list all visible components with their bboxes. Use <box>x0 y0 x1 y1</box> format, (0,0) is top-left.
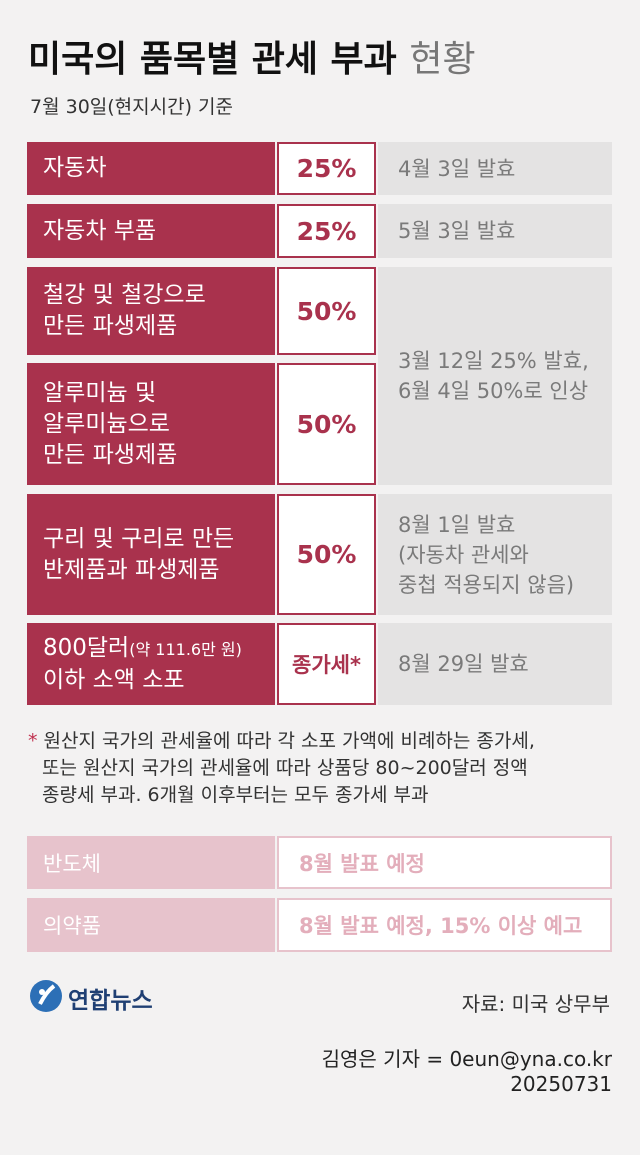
item-detail: (약 111.6만 원) <box>129 639 242 659</box>
note-line: 3월 12일 25% 발효, <box>398 349 589 373</box>
note-cell: 8월 29일 발효 <box>378 623 612 705</box>
logo-text: 연합뉴스 <box>68 988 153 1014</box>
item-line: 알루미늄으로 <box>43 410 170 437</box>
note-line: 6월 4일 50%로 인상 <box>398 379 589 403</box>
item-line: 자동차 <box>43 155 107 181</box>
rate-cell: 종가세* <box>277 623 376 705</box>
note-line: (자동차 관세와 <box>398 542 529 567</box>
date: 20250731 <box>510 1072 612 1096</box>
footnote-text: 원산지 국가의 관세율에 따라 각 소포 가액에 비례하는 종가세, <box>43 730 535 752</box>
pending-status: 8월 발표 예정, 15% 이상 예고 <box>277 898 612 952</box>
rate-cell: 50% <box>277 494 376 615</box>
note-line: 8월 29일 발효 <box>398 652 529 676</box>
note-line: 4월 3일 발효 <box>398 156 516 181</box>
item-line: 만든 파생제품 <box>43 313 178 339</box>
note-cell: 5월 3일 발효 <box>378 204 612 258</box>
item-cell: 자동차 부품 <box>27 204 275 258</box>
pending-item: 반도체 <box>27 836 275 889</box>
pending-item: 의약품 <box>27 898 275 952</box>
note-line: 중첩 적용되지 않음) <box>398 572 575 597</box>
note-line: 5월 3일 발효 <box>398 219 516 243</box>
note-cell: 3월 12일 25% 발효, 6월 4일 50%로 인상 <box>378 267 612 485</box>
title-main: 미국의 품목별 관세 부과 <box>28 39 397 80</box>
source: 자료: 미국 상무부 <box>461 992 610 1016</box>
item-line: 구리 및 구리로 만든 <box>43 525 235 552</box>
footnote-line: 종량세 부과. 6개월 이후부터는 모두 종가세 부과 <box>42 784 429 806</box>
rate-cell: 50% <box>277 363 376 485</box>
item-line: 반제품과 파생제품 <box>43 556 220 583</box>
footnote-line: 또는 원산지 국가의 관세율에 따라 상품당 80~200달러 정액 <box>42 757 528 779</box>
note-cell: 4월 3일 발효 <box>378 142 612 195</box>
footnote-marker: * <box>28 730 38 752</box>
note-line: 8월 1일 발효 <box>398 512 516 537</box>
logo-icon <box>30 980 62 1012</box>
pending-status: 8월 발표 예정 <box>277 836 612 889</box>
credit: 김영은 기자 = 0eun@yna.co.kr <box>321 1047 612 1071</box>
footnote-line: * 원산지 국가의 관세율에 따라 각 소포 가액에 비례하는 종가세, <box>28 728 628 755</box>
rate-cell: 25% <box>277 204 376 258</box>
item-cell: 자동차 <box>27 142 275 195</box>
item-line: 알루미늄 및 <box>43 379 157 406</box>
item-line: 이하 소액 소포 <box>43 666 185 693</box>
item-line: 자동차 부품 <box>43 217 157 244</box>
subtitle: 7월 30일(현지시간) 기준 <box>30 96 234 118</box>
item-cell: 800달러(약 111.6만 원) 이하 소액 소포 <box>27 623 275 705</box>
item-line: 800달러(약 111.6만 원) <box>43 633 275 665</box>
title-suffix: 현황 <box>409 39 476 80</box>
rate-cell: 25% <box>277 142 376 195</box>
title: 미국의 품목별 관세 부과 현황 <box>28 30 476 82</box>
rate-cell: 50% <box>277 267 376 355</box>
item-line: 철강 및 철강으로 <box>43 282 206 308</box>
item-text: 800달러 <box>43 634 130 661</box>
footnote: * 원산지 국가의 관세율에 따라 각 소포 가액에 비례하는 종가세, 또는 … <box>28 728 628 809</box>
item-line: 만든 파생제품 <box>43 441 178 468</box>
